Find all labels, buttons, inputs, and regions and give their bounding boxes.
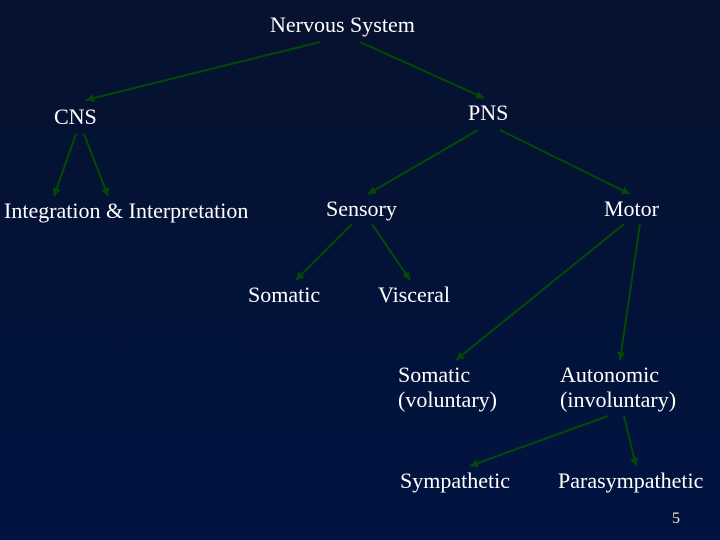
connector-arrow (368, 130, 478, 194)
connector-arrow (624, 416, 636, 466)
connector-arrow (360, 42, 484, 98)
node-pns: PNS (468, 100, 508, 125)
node-sensory: Sensory (326, 196, 397, 221)
connector-layer (0, 0, 720, 540)
node-sympathetic: Sympathetic (400, 468, 510, 493)
slide-number: 5 (672, 510, 680, 528)
node-somatic-voluntary: Somatic (voluntary) (398, 362, 497, 413)
node-visceral: Visceral (378, 282, 450, 307)
node-root: Nervous System (270, 12, 415, 37)
connector-arrow (54, 134, 76, 196)
connector-arrow (296, 224, 352, 280)
connector-arrow (620, 224, 640, 360)
node-integration: Integration & Interpretation (4, 198, 248, 223)
connector-arrow (470, 416, 608, 466)
connector-arrow (86, 42, 320, 100)
node-cns: CNS (54, 104, 97, 129)
connector-arrow (456, 224, 624, 360)
connector-arrow (372, 224, 410, 280)
node-somatic-sensory: Somatic (248, 282, 320, 307)
node-autonomic: Autonomic (involuntary) (560, 362, 676, 413)
connector-arrow (500, 130, 630, 194)
node-motor: Motor (604, 196, 659, 221)
connector-arrow (84, 134, 108, 196)
node-parasympathetic: Parasympathetic (558, 468, 703, 493)
